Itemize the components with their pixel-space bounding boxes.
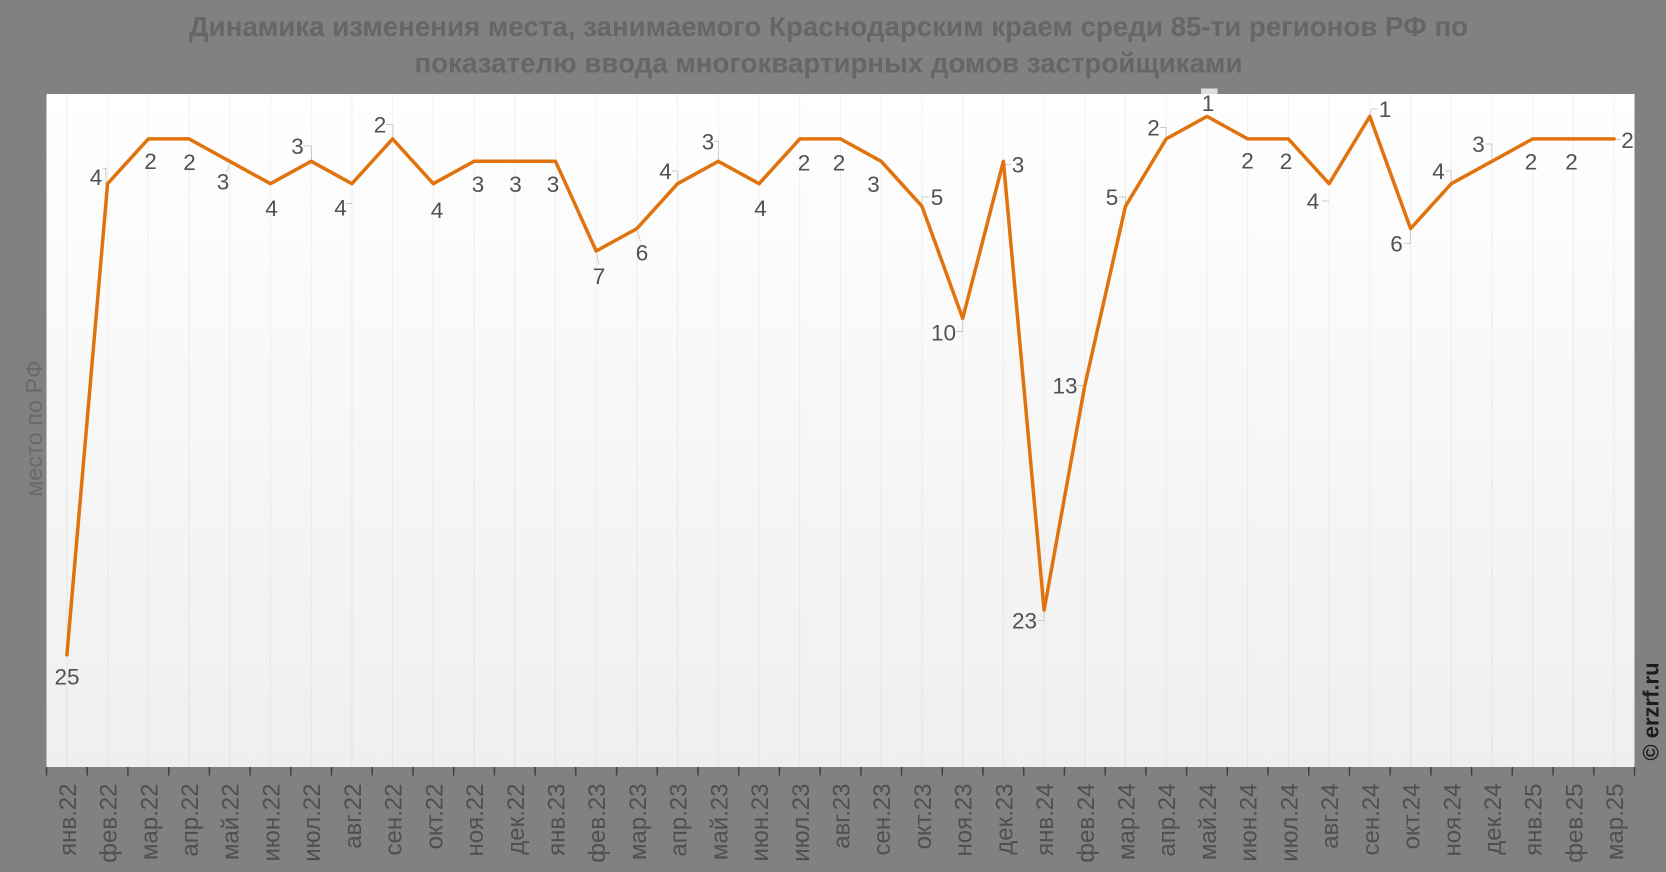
svg-text:место по РФ: место по РФ bbox=[21, 360, 47, 497]
svg-text:ноя.23: ноя.23 bbox=[951, 783, 978, 856]
svg-text:2: 2 bbox=[1525, 150, 1538, 175]
svg-text:2: 2 bbox=[183, 150, 196, 175]
svg-text:сен.22: сен.22 bbox=[381, 784, 408, 856]
svg-text:2: 2 bbox=[833, 151, 846, 176]
svg-text:фев.24: фев.24 bbox=[1073, 784, 1100, 863]
svg-text:июн.22: июн.22 bbox=[258, 784, 285, 862]
svg-text:сен.24: сен.24 bbox=[1358, 784, 1385, 856]
svg-text:4: 4 bbox=[1432, 159, 1445, 184]
svg-text:3: 3 bbox=[217, 170, 230, 195]
svg-text:13: 13 bbox=[1052, 374, 1077, 399]
svg-text:авг.24: авг.24 bbox=[1317, 784, 1344, 849]
svg-text:3: 3 bbox=[291, 134, 304, 159]
svg-text:мар.25: мар.25 bbox=[1602, 784, 1629, 861]
svg-text:сен.23: сен.23 bbox=[869, 784, 896, 856]
svg-text:май.22: май.22 bbox=[218, 784, 245, 861]
svg-text:5: 5 bbox=[1106, 185, 1119, 210]
svg-text:июл.22: июл.22 bbox=[299, 784, 326, 862]
svg-text:мар.22: мар.22 bbox=[136, 784, 163, 861]
svg-text:4: 4 bbox=[1307, 189, 1320, 214]
svg-text:3: 3 bbox=[547, 172, 560, 197]
svg-text:6: 6 bbox=[1390, 232, 1403, 257]
svg-text:окт.24: окт.24 bbox=[1399, 784, 1426, 850]
svg-text:2: 2 bbox=[1147, 116, 1160, 141]
svg-text:Динамика изменения места, зани: Динамика изменения места, занимаемого Кр… bbox=[189, 11, 1468, 42]
svg-text:дек.24: дек.24 bbox=[1480, 784, 1507, 855]
svg-text:4: 4 bbox=[90, 165, 103, 190]
svg-text:2: 2 bbox=[374, 113, 387, 138]
svg-text:авг.22: авг.22 bbox=[340, 784, 367, 849]
svg-text:янв.25: янв.25 bbox=[1521, 784, 1548, 856]
svg-text:июн.23: июн.23 bbox=[747, 784, 774, 862]
svg-text:показателю ввода многоквартирн: показателю ввода многоквартирных домов з… bbox=[414, 48, 1242, 79]
svg-text:1: 1 bbox=[1202, 91, 1215, 116]
svg-text:янв.23: янв.23 bbox=[544, 784, 571, 856]
svg-text:3: 3 bbox=[472, 172, 485, 197]
svg-text:май.23: май.23 bbox=[706, 784, 733, 861]
svg-text:ноя.22: ноя.22 bbox=[462, 784, 489, 857]
svg-text:май.24: май.24 bbox=[1195, 784, 1222, 861]
svg-text:фев.22: фев.22 bbox=[96, 784, 123, 863]
svg-text:4: 4 bbox=[754, 196, 767, 221]
svg-text:7: 7 bbox=[593, 264, 606, 289]
svg-text:4: 4 bbox=[265, 196, 278, 221]
svg-text:авг.23: авг.23 bbox=[829, 784, 856, 849]
svg-text:фев.25: фев.25 bbox=[1561, 784, 1588, 863]
svg-text:25: 25 bbox=[54, 665, 79, 690]
svg-text:апр.24: апр.24 bbox=[1154, 784, 1181, 857]
svg-text:1: 1 bbox=[1379, 97, 1392, 122]
svg-text:2: 2 bbox=[1565, 150, 1578, 175]
svg-text:мар.24: мар.24 bbox=[1114, 784, 1141, 861]
svg-text:2: 2 bbox=[1621, 128, 1634, 153]
svg-text:июл.23: июл.23 bbox=[788, 784, 815, 862]
svg-text:4: 4 bbox=[659, 159, 672, 184]
svg-text:3: 3 bbox=[509, 172, 522, 197]
svg-text:23: 23 bbox=[1012, 609, 1037, 634]
svg-text:июл.24: июл.24 bbox=[1276, 784, 1303, 862]
svg-text:2: 2 bbox=[798, 151, 811, 176]
svg-text:янв.22: янв.22 bbox=[55, 784, 82, 856]
svg-text:ноя.24: ноя.24 bbox=[1439, 784, 1466, 857]
svg-text:4: 4 bbox=[431, 198, 444, 223]
svg-text:апр.22: апр.22 bbox=[177, 784, 204, 857]
svg-text:3: 3 bbox=[1012, 153, 1025, 178]
svg-text:2: 2 bbox=[1241, 149, 1254, 174]
svg-text:3: 3 bbox=[1472, 132, 1485, 157]
svg-text:2: 2 bbox=[144, 149, 157, 174]
svg-text:3: 3 bbox=[867, 172, 880, 197]
svg-text:4: 4 bbox=[334, 196, 347, 221]
svg-text:янв.24: янв.24 bbox=[1032, 784, 1059, 856]
svg-text:6: 6 bbox=[636, 241, 649, 266]
svg-text:2: 2 bbox=[1280, 149, 1293, 174]
svg-text:дек.22: дек.22 bbox=[503, 784, 530, 855]
svg-text:фев.23: фев.23 bbox=[584, 784, 611, 863]
svg-text:окт.23: окт.23 bbox=[910, 784, 937, 850]
svg-text:10: 10 bbox=[931, 321, 956, 346]
svg-text:© erzrf.ru: © erzrf.ru bbox=[1639, 662, 1664, 760]
svg-text:3: 3 bbox=[702, 130, 715, 155]
svg-text:апр.23: апр.23 bbox=[666, 784, 693, 857]
svg-text:окт.22: окт.22 bbox=[421, 784, 448, 850]
svg-text:июн.24: июн.24 bbox=[1236, 784, 1263, 862]
svg-text:5: 5 bbox=[931, 185, 944, 210]
svg-text:мар.23: мар.23 bbox=[625, 784, 652, 861]
svg-text:дек.23: дек.23 bbox=[991, 784, 1018, 855]
